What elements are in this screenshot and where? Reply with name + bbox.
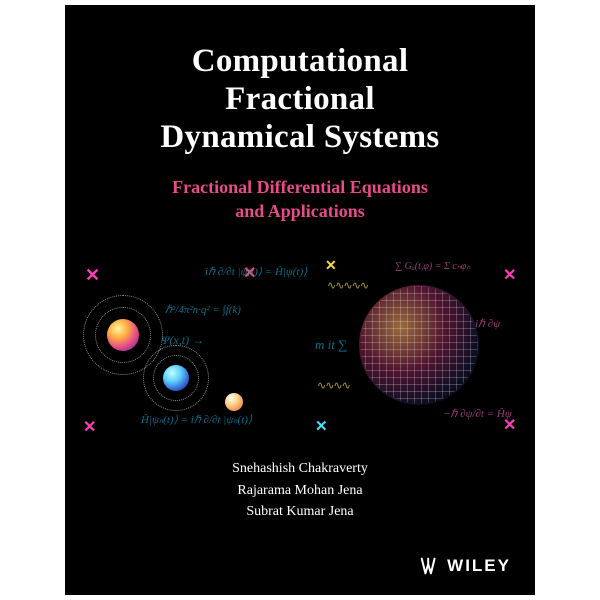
- title-line-3: Dynamical Systems: [65, 119, 535, 157]
- equation-text: Ĥ|ψₙ(t)⟩ = iℏ ∂/∂t |ψₙ(t)⟩: [141, 413, 252, 426]
- equation-text: Ψ(x,t) →: [161, 333, 204, 348]
- equation-text: ℏ²/4π²n·q² = ∫f(k): [165, 303, 241, 316]
- equation-text: m it ∑: [315, 337, 347, 353]
- equation-text: −ℏ ∂ψ/∂t = Ĥψ: [443, 407, 512, 420]
- book-cover: Computational Fractional Dynamical Syste…: [65, 5, 535, 595]
- x-mark-icon: ✕: [315, 417, 328, 435]
- subtitle-line-1: Fractional Differential Equations: [65, 175, 535, 199]
- wireframe-sphere-grid: [359, 285, 479, 405]
- subtitle-line-2: and Applications: [65, 199, 535, 223]
- sinewave-icon: ∿∿∿∿: [317, 379, 350, 392]
- equation-text: iℏ ∂ψ: [475, 317, 500, 330]
- title-line-2: Fractional: [65, 81, 535, 119]
- planet-sphere: [107, 319, 139, 351]
- x-mark-icon: ✕: [325, 257, 337, 274]
- x-mark-icon: ✕: [83, 417, 96, 437]
- title-line-1: Computational: [65, 43, 535, 81]
- sinewave-icon: ∿∿∿∿∿: [327, 279, 368, 292]
- authors-block: Snehashish Chakraverty Rajarama Mohan Je…: [65, 458, 535, 523]
- publisher: WILEY: [419, 555, 511, 577]
- publisher-name: WILEY: [447, 556, 511, 576]
- title-block: Computational Fractional Dynamical Syste…: [65, 5, 535, 223]
- x-mark-icon: ✕: [85, 265, 100, 286]
- planet-sphere: [225, 393, 243, 411]
- planet-sphere: [163, 365, 189, 391]
- equation-text: iℏ ∂/∂t |ψ(t)⟩ = Ĥ|ψ(t)⟩: [205, 265, 307, 278]
- author-2: Rajarama Mohan Jena: [65, 480, 535, 502]
- subtitle: Fractional Differential Equations and Ap…: [65, 175, 535, 224]
- equation-text: ∑ Gₐ(t,φ) = Σ cₙφₙ: [395, 261, 470, 272]
- author-1: Snehashish Chakraverty: [65, 458, 535, 480]
- cover-graphic: ✕✕✕✕✕✕✕ iℏ ∂/∂t |ψ(t)⟩ = Ĥ|ψ(t)⟩ℏ²/4π²n·…: [65, 257, 535, 437]
- author-3: Subrat Kumar Jena: [65, 501, 535, 523]
- wiley-logo-icon: [419, 555, 441, 577]
- x-mark-icon: ✕: [503, 265, 516, 285]
